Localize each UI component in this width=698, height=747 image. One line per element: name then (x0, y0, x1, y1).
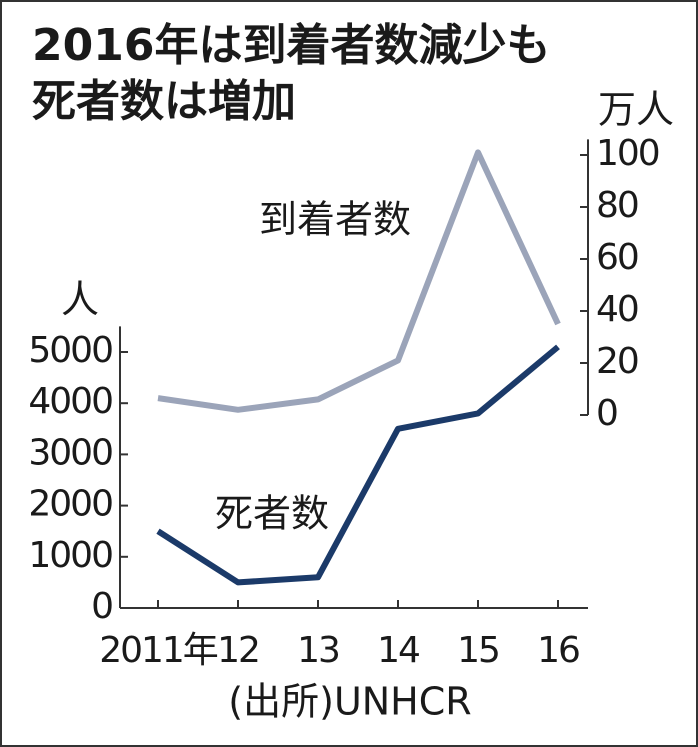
series-label: 死者数 (215, 492, 329, 536)
x-tick-label: 12 (217, 630, 259, 671)
series-label: 到着者数 (259, 198, 411, 242)
y-tick-label: 5000 (28, 330, 112, 371)
x-tick-label: 14 (377, 630, 419, 671)
y-tick-label: 2000 (28, 484, 112, 525)
y-tick-label: 4000 (28, 381, 112, 422)
y-tick-label: 0 (91, 586, 112, 627)
series-line (157, 149, 561, 413)
y-tick-label: 1000 (28, 535, 112, 576)
x-tick-label: 15 (457, 630, 499, 671)
series-line (156, 344, 560, 586)
y2-tick-label: 20 (596, 341, 638, 382)
y2-axis-label: 万人 (598, 88, 674, 132)
y2-tick-label: 40 (596, 289, 638, 330)
y2-tick-label: 0 (596, 393, 617, 434)
y2-tick-label: 100 (596, 133, 659, 174)
x-tick-label: 2011年 (99, 630, 218, 671)
x-tick-label: 16 (537, 630, 579, 671)
y2-tick-label: 80 (596, 185, 638, 226)
y2-tick-label: 60 (596, 237, 638, 278)
source: (出所)UNHCR (228, 680, 471, 724)
y-tick-label: 3000 (28, 432, 112, 473)
x-tick-label: 13 (297, 630, 339, 671)
y-axis-label: 人 (61, 278, 99, 322)
chart-title: 2016年は到着者数減少も (32, 20, 550, 71)
chart-title: 死者数は増加 (32, 76, 296, 127)
